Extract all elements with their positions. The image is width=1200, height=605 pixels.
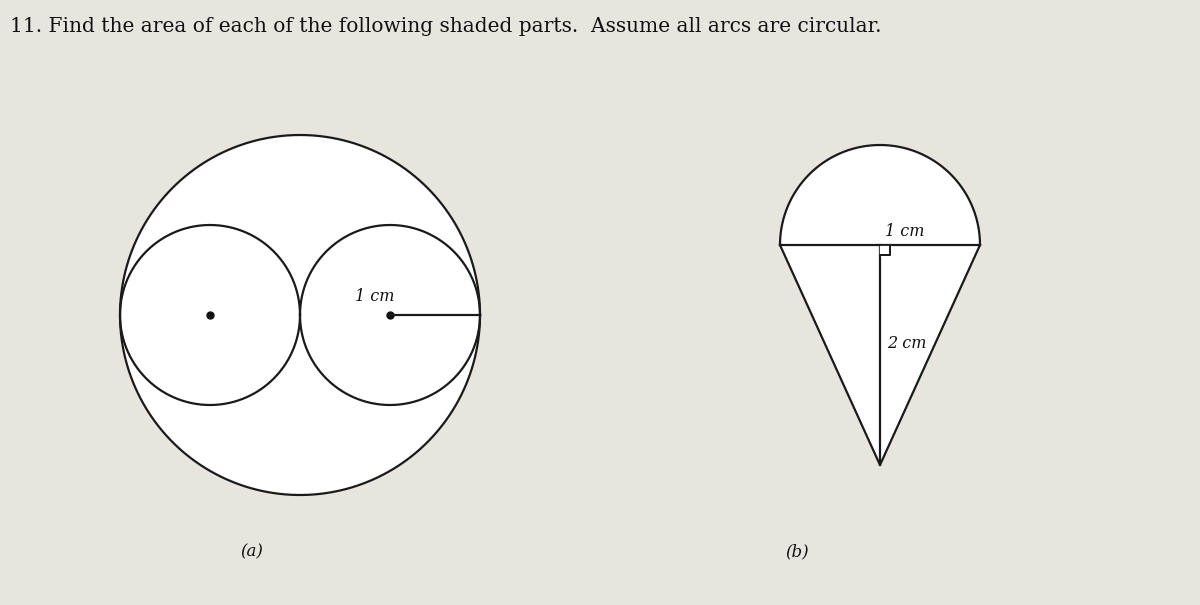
Polygon shape — [780, 145, 980, 245]
Polygon shape — [780, 245, 980, 465]
Polygon shape — [120, 225, 300, 405]
Text: 11. Find the area of each of the following shaded parts.  Assume all arcs are ci: 11. Find the area of each of the followi… — [10, 17, 882, 36]
Text: (a): (a) — [240, 543, 263, 560]
Polygon shape — [300, 225, 480, 405]
Text: 1 cm: 1 cm — [355, 288, 395, 305]
Text: (b): (b) — [785, 543, 809, 560]
Text: 1 cm: 1 cm — [886, 223, 924, 240]
Text: 2 cm: 2 cm — [887, 336, 926, 353]
Polygon shape — [120, 135, 480, 495]
Polygon shape — [880, 245, 890, 255]
